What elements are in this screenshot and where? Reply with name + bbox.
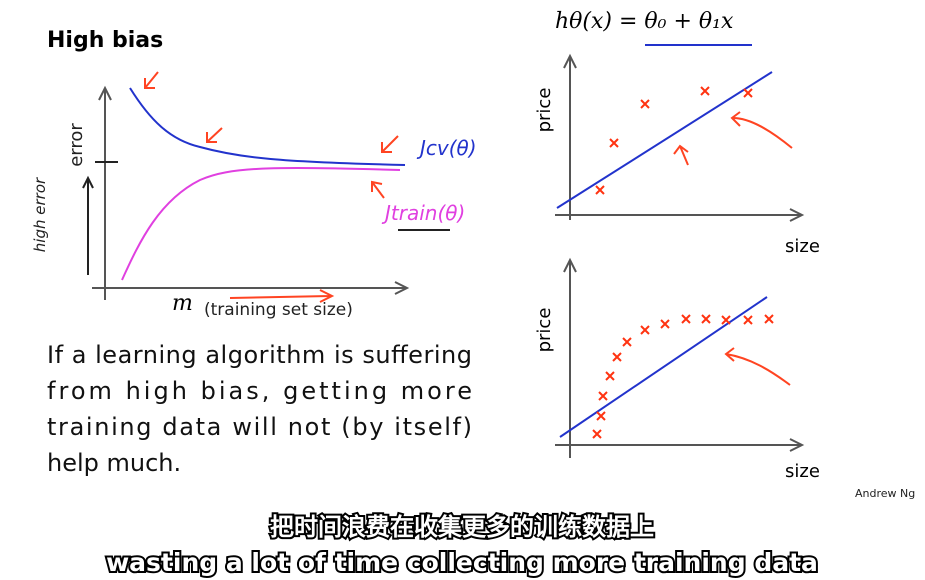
cross (622, 337, 632, 347)
plot-axes (555, 53, 805, 222)
arrow (730, 111, 793, 149)
arrow (673, 144, 689, 166)
arrow (724, 347, 791, 386)
cross (609, 138, 619, 148)
cross (701, 314, 711, 324)
subtitle-en: wasting a lot of time collecting more tr… (106, 548, 818, 577)
title: High bias (47, 28, 163, 53)
cross (598, 391, 608, 401)
subtitle-zh: 把时间浪费在收集更多的训练数据上 (270, 513, 654, 541)
train-label: Jtrain(θ) (381, 201, 465, 225)
cv-curve (129, 87, 406, 166)
x-symbol: m (172, 291, 193, 316)
fit-line (556, 71, 773, 209)
author: Andrew Ng (855, 487, 915, 500)
arrow (381, 135, 399, 153)
plot-y-label: price (534, 308, 555, 353)
paragraph-line: help much. (47, 449, 181, 477)
formula: hθ(x) = θ₀ + θ₁x (555, 9, 734, 34)
plot-axes (555, 257, 805, 458)
red-arrows (144, 71, 399, 303)
cross (700, 86, 710, 96)
y-axis (98, 85, 112, 300)
arrow (206, 127, 223, 143)
paragraph-line: training data will not (by itself) (47, 413, 472, 441)
x-axis (92, 281, 410, 295)
train-curve (121, 166, 401, 281)
cross (605, 371, 615, 381)
arrow (144, 71, 159, 89)
cv-label: Jcv(θ) (416, 136, 477, 160)
plot-x-label: size (785, 461, 820, 482)
plot-y-label: price (534, 88, 555, 133)
paragraph-line: If a learning algorithm is suffering (47, 341, 472, 369)
cross (721, 315, 731, 325)
note-arrow (82, 175, 94, 275)
cross (596, 411, 606, 421)
red-arrows (673, 111, 793, 386)
left-chart: error high error Jcv(θ) Jtrain(θ) m (tra… (31, 71, 477, 320)
cross (660, 319, 670, 329)
plot-x-label: size (785, 236, 820, 257)
high-error-note: high error (31, 177, 49, 252)
x-label: (training set size) (204, 300, 353, 320)
cross (640, 325, 650, 335)
arrow (229, 289, 335, 303)
arrow (371, 180, 385, 199)
cross (743, 88, 753, 98)
cross (595, 185, 605, 195)
cross (681, 314, 691, 324)
y-label: error (66, 123, 87, 167)
cross (743, 315, 753, 325)
cross (764, 314, 774, 324)
plots: price size price size (534, 53, 820, 482)
cross (592, 429, 602, 439)
cross (640, 99, 650, 109)
fit-line (559, 296, 768, 438)
cross (612, 352, 622, 362)
